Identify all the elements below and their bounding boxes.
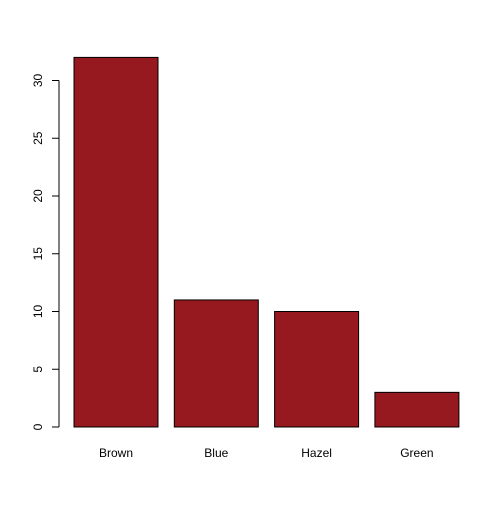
x-category-label: Blue — [204, 446, 228, 460]
y-tick-label: 30 — [31, 74, 45, 88]
y-tick-label: 10 — [31, 305, 45, 319]
x-category-label: Hazel — [301, 446, 332, 460]
y-tick-label: 0 — [31, 423, 45, 430]
x-category-label: Green — [400, 446, 433, 460]
y-tick-label: 5 — [31, 366, 45, 373]
y-tick-label: 15 — [31, 247, 45, 261]
bar-green — [374, 391, 460, 428]
bar-hazel — [274, 311, 360, 428]
y-tick-label: 20 — [31, 189, 45, 203]
x-axis-labels: Brown Blue Hazel Green — [99, 446, 434, 460]
bar-brown — [73, 56, 159, 428]
y-axis: 0 5 10 15 20 25 30 — [31, 74, 60, 430]
y-tick-label: 25 — [31, 131, 45, 145]
bar-blue — [173, 299, 259, 428]
bars-group — [73, 56, 460, 428]
x-category-label: Brown — [99, 446, 133, 460]
